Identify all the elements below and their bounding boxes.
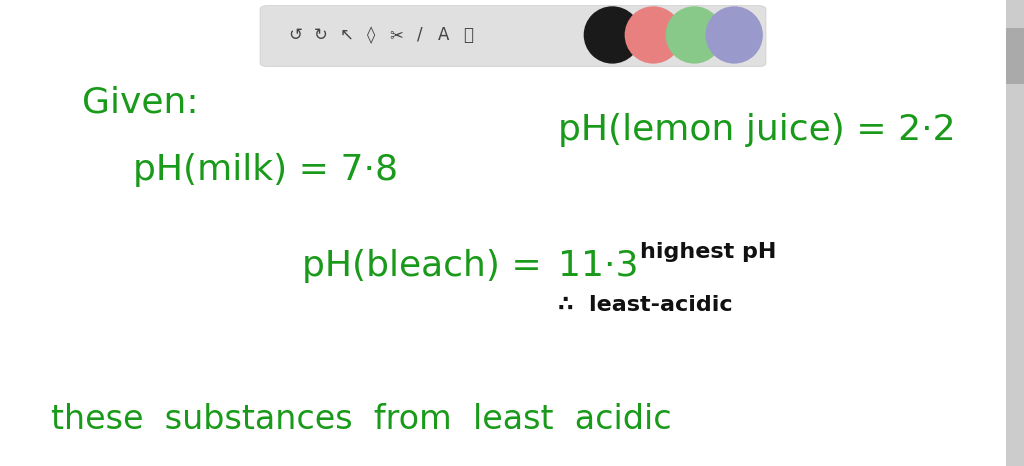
FancyBboxPatch shape (260, 6, 766, 67)
Text: 11·3: 11·3 (558, 249, 639, 282)
Text: /: / (417, 26, 423, 44)
Bar (1006, 28, 1024, 84)
Text: highest pH: highest pH (640, 242, 776, 261)
Text: ↻: ↻ (313, 26, 328, 44)
Text: ↖: ↖ (339, 26, 353, 44)
Ellipse shape (625, 6, 682, 64)
Text: Given:: Given: (82, 86, 199, 119)
Text: pH(bleach) =: pH(bleach) = (302, 249, 542, 282)
Text: ◊: ◊ (367, 26, 375, 44)
Ellipse shape (584, 6, 641, 64)
Text: ⎙: ⎙ (463, 26, 473, 44)
Text: pH(milk) = 7·8: pH(milk) = 7·8 (133, 153, 398, 187)
Text: ∴  least-acidic: ∴ least-acidic (558, 295, 733, 315)
Text: these  substances  from  least  acidic: these substances from least acidic (51, 403, 672, 436)
Text: ✂: ✂ (389, 26, 403, 44)
Text: ↺: ↺ (288, 26, 302, 44)
Ellipse shape (666, 6, 723, 64)
Text: A: A (437, 26, 450, 44)
Ellipse shape (706, 6, 763, 64)
Bar (1006, 0, 1024, 466)
Text: pH(lemon juice) = 2·2: pH(lemon juice) = 2·2 (558, 114, 955, 147)
